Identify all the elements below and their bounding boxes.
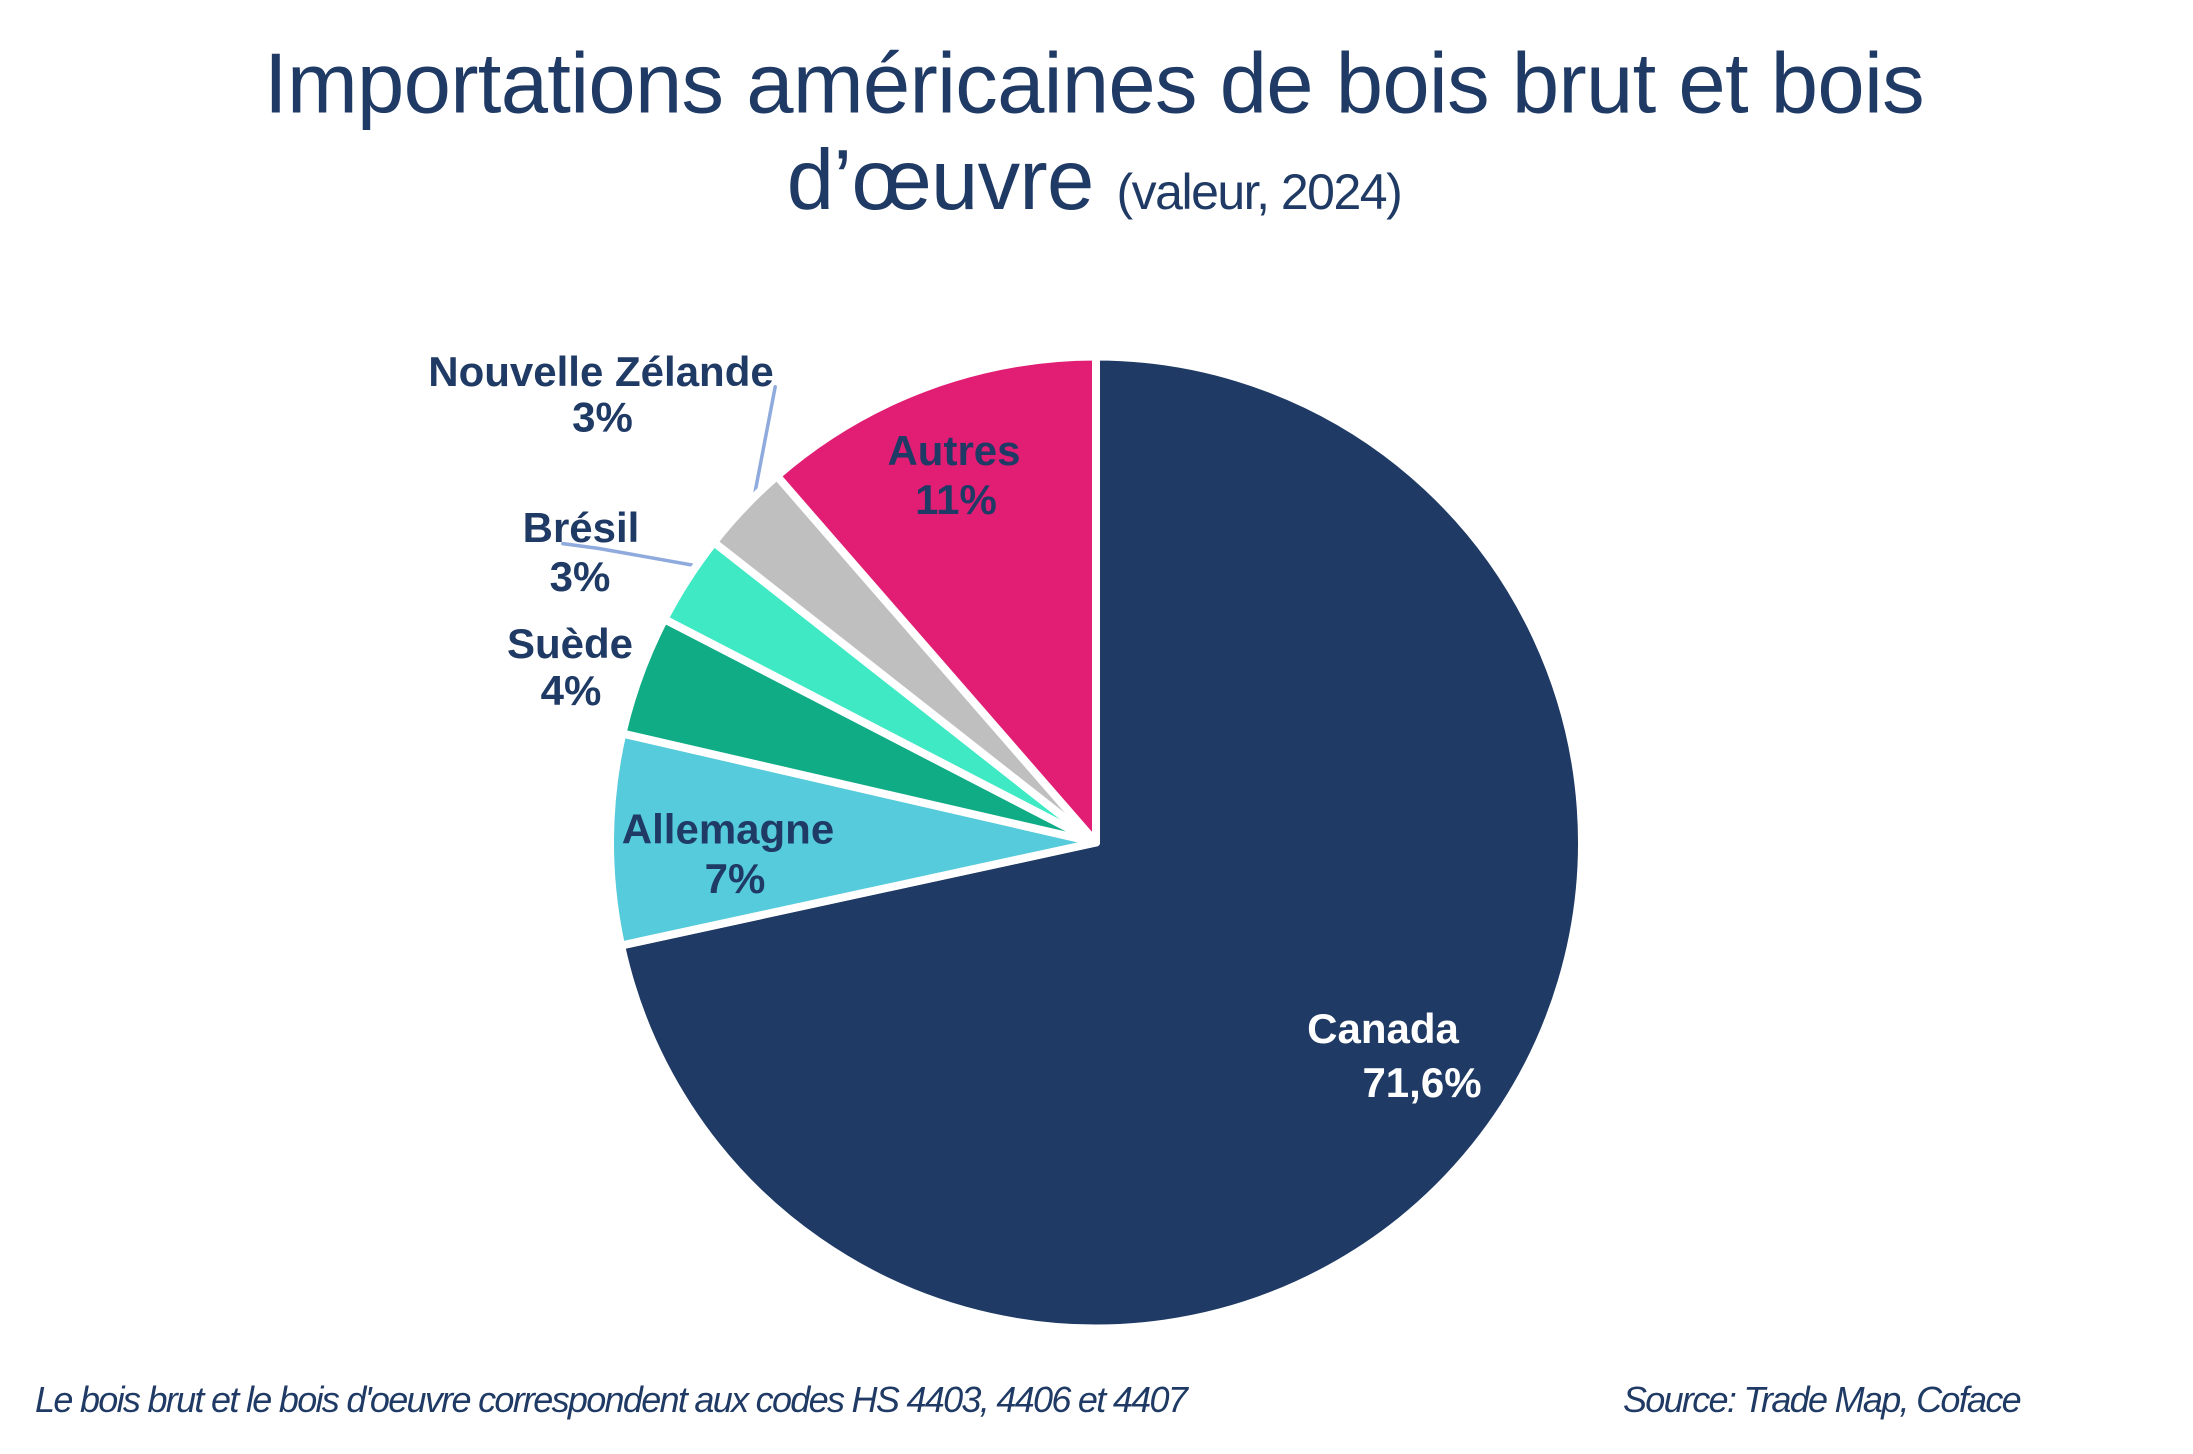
svg-text:71,6%: 71,6% xyxy=(1362,1059,1481,1106)
svg-text:3%: 3% xyxy=(550,553,611,600)
svg-text:3%: 3% xyxy=(572,394,633,441)
svg-text:Allemagne: Allemagne xyxy=(622,806,834,853)
svg-text:Le bois brut et le bois d'oeuv: Le bois brut et le bois d'oeuvre corresp… xyxy=(35,1379,1190,1420)
svg-text:11%: 11% xyxy=(915,476,997,523)
svg-text:Nouvelle Zélande: Nouvelle Zélande xyxy=(428,348,773,395)
svg-text:d’œuvre (valeur, 2024): d’œuvre (valeur, 2024) xyxy=(787,133,1402,228)
svg-text:4%: 4% xyxy=(541,667,602,714)
svg-text:Canada: Canada xyxy=(1307,1005,1459,1052)
svg-text:Suède: Suède xyxy=(507,620,633,667)
svg-text:Autres: Autres xyxy=(887,427,1020,474)
svg-text:Brésil: Brésil xyxy=(523,504,640,551)
svg-text:Importations américaines de bo: Importations américaines de bois brut et… xyxy=(264,37,1924,132)
svg-text:7%: 7% xyxy=(705,855,766,902)
svg-text:Source: Trade Map, Coface: Source: Trade Map, Coface xyxy=(1623,1379,2021,1420)
